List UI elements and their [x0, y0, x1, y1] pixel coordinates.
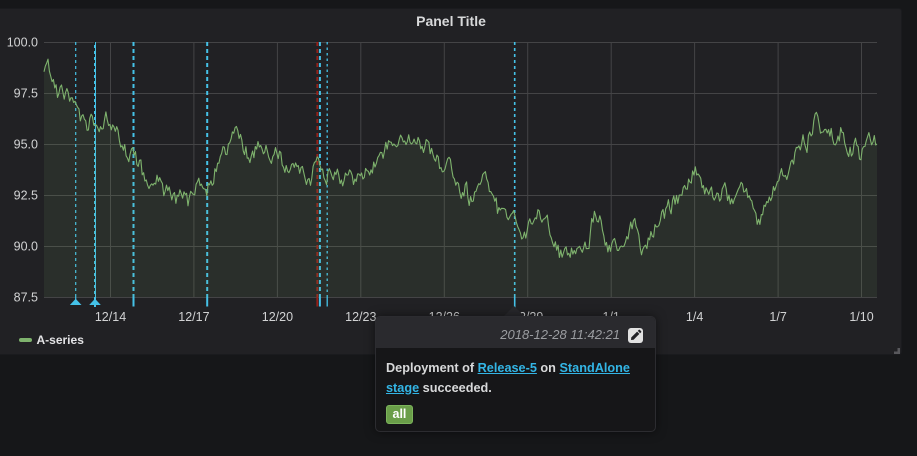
- svg-text:97.5: 97.5: [14, 87, 38, 101]
- svg-text:1/4: 1/4: [686, 310, 703, 324]
- svg-text:1/7: 1/7: [769, 310, 786, 324]
- svg-text:90.0: 90.0: [14, 240, 38, 254]
- svg-text:12/17: 12/17: [178, 310, 209, 324]
- svg-text:92.5: 92.5: [14, 189, 38, 203]
- svg-text:100.0: 100.0: [7, 36, 38, 50]
- svg-text:12/23: 12/23: [345, 310, 376, 324]
- svg-text:1/10: 1/10: [849, 310, 873, 324]
- svg-text:12/20: 12/20: [262, 310, 293, 324]
- svg-text:95.0: 95.0: [14, 138, 38, 152]
- svg-text:12/14: 12/14: [95, 310, 126, 324]
- svg-text:87.5: 87.5: [14, 291, 38, 305]
